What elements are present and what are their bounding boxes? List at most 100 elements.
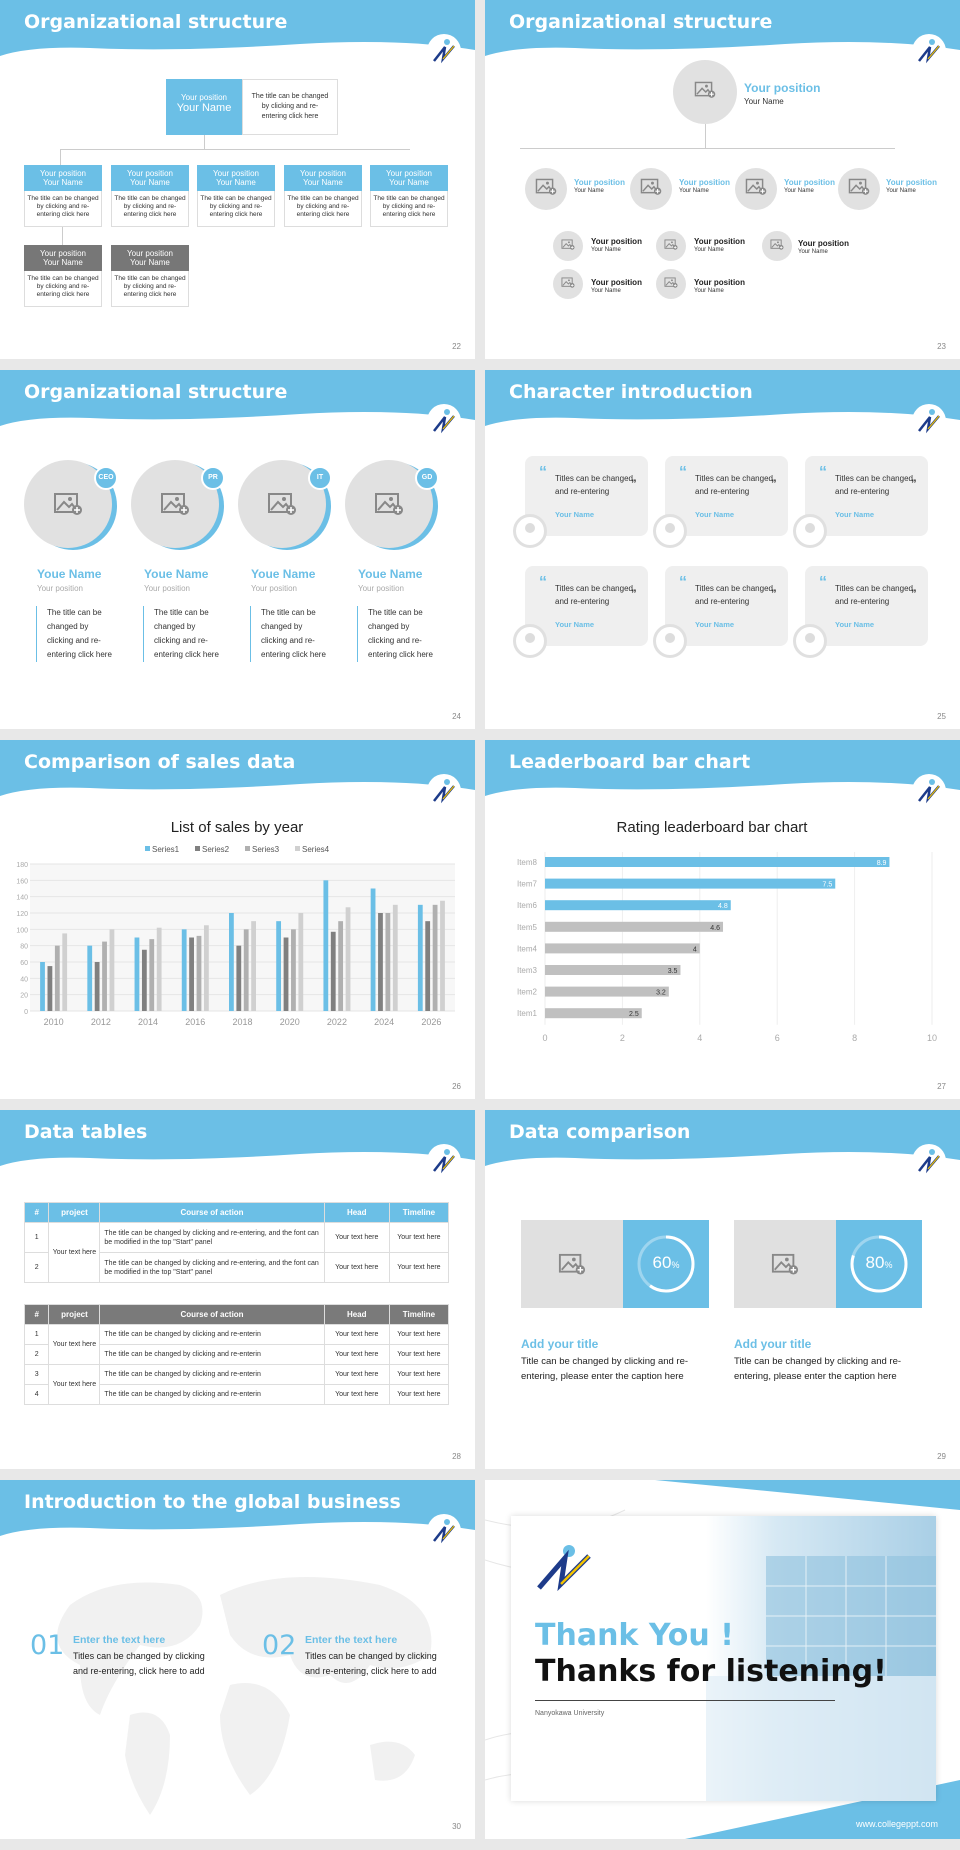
person-position: Your position — [251, 584, 297, 593]
x-tick-label: 6 — [775, 1033, 780, 1043]
x-tick-label: 2020 — [280, 1017, 300, 1027]
org-box-name: Your Name — [43, 258, 83, 267]
quote-text: Titles can be changed and re-entering — [555, 474, 633, 496]
slide-header — [0, 0, 475, 60]
org-box-position: Your position — [40, 249, 86, 258]
slide-header — [485, 1110, 960, 1170]
x-tick-label: 10 — [927, 1033, 937, 1043]
project-cell: Your text here — [48, 1324, 101, 1365]
picture-icon — [664, 275, 678, 293]
picture-icon — [561, 239, 575, 250]
top-position-desc: The title can be changed by clicking and… — [242, 79, 338, 135]
person-name: Youe Name — [37, 567, 102, 581]
page-number: 22 — [452, 342, 461, 351]
page-number: 30 — [452, 1822, 461, 1831]
y-tick-label: 160 — [16, 878, 28, 885]
x-tick-label: 4 — [697, 1033, 702, 1043]
slide-23[interactable]: Organizational structure Your position Yo… — [485, 0, 960, 359]
y-tick-label: Item2 — [517, 988, 538, 997]
picture-icon — [745, 178, 767, 195]
org-box-gray: Your position Your Name The title can be c… — [111, 245, 189, 307]
head-cell: Your text here — [323, 1384, 390, 1405]
percent-value: 80% — [836, 1253, 922, 1273]
slide-25[interactable]: Character introduction “ Titles can be ch… — [485, 370, 960, 729]
connector — [62, 227, 63, 245]
slide-27[interactable]: Leaderboard bar chart Rating leaderboard… — [485, 740, 960, 1099]
picture-icon — [664, 277, 678, 288]
org-box-gray: Your position Your Name The title can be c… — [24, 245, 102, 307]
org-box-header: Your position Your Name — [370, 165, 448, 191]
point-title: Enter the text here — [73, 1634, 166, 1646]
sales-bar-chart: List of sales by year Series1 Series2 Serie… — [16, 819, 455, 1027]
position-label: Your position — [574, 178, 625, 187]
column-header: # — [23, 1304, 50, 1325]
legend-label: Series1 — [152, 845, 180, 854]
bar — [545, 900, 731, 911]
quote-text: Titles can be changed and re-entering — [835, 474, 913, 496]
point-number: 02 — [262, 1630, 297, 1661]
header-wave — [0, 0, 475, 56]
slide-26[interactable]: Comparison of sales data List of sales b… — [0, 740, 475, 1099]
picture-icon — [535, 178, 557, 201]
x-tick-label: 2010 — [44, 1017, 64, 1027]
open-quote-icon: “ — [539, 574, 547, 591]
slide-29[interactable]: Data comparison 60% Add your title Title c… — [485, 1110, 960, 1469]
point-title: Enter the text here — [305, 1634, 398, 1646]
plot-area — [30, 864, 455, 1011]
image-placeholder-icon — [630, 168, 672, 210]
slide-header — [485, 0, 960, 60]
name-label: Your Name — [784, 188, 814, 194]
picture-icon — [745, 178, 767, 201]
name-label: Your Name — [886, 188, 916, 194]
project-cell: Your text here — [48, 1222, 101, 1283]
org-box-desc: The title can be changed by clicking and… — [284, 191, 362, 227]
column-header: Timeline — [388, 1202, 450, 1223]
image-placeholder-icon — [525, 168, 567, 210]
bar — [109, 929, 115, 1011]
org-box-desc: The title can be changed by clicking and… — [111, 191, 189, 227]
slide-31[interactable]: Thank You ! Thanks for listening! Nanyok… — [485, 1480, 960, 1839]
action-cell: The title can be changed by clicking and… — [99, 1344, 325, 1365]
y-tick-label: 80 — [20, 944, 28, 951]
row-number: 3 — [23, 1364, 50, 1385]
open-quote-icon: “ — [539, 464, 547, 481]
slide-22[interactable]: Organizational structure Your position Y… — [0, 0, 475, 359]
progress-ring — [850, 1235, 908, 1293]
slide-header — [485, 740, 960, 800]
quote-card: “ Titles can be changed and re-entering” Y… — [665, 566, 788, 646]
person-desc: The title can be changed by clicking and… — [250, 606, 328, 662]
name-label: Your Name — [694, 247, 724, 253]
slide-24[interactable]: Organizational structure CEO Youe Name You… — [0, 370, 475, 729]
logo-icon — [912, 404, 946, 438]
picture-icon — [375, 493, 403, 515]
bar — [545, 986, 669, 997]
picture-icon — [664, 239, 678, 250]
quote-author: Your Name — [695, 620, 735, 629]
slide-header — [0, 1480, 475, 1540]
org-box: Your position Your Name The title can be c… — [24, 165, 102, 227]
role-badge: IT — [308, 466, 332, 490]
data-table-blue: # project Course of action Head Timeline 1 You… — [23, 1202, 450, 1283]
slide-30[interactable]: Introduction to the global business 01 En… — [0, 1480, 475, 1839]
column-header: Course of action — [99, 1304, 325, 1325]
org-box-desc: The title can be changed by clicking and… — [24, 191, 102, 227]
data-label: 3.2 — [656, 990, 666, 997]
head-cell: Your text here — [323, 1324, 390, 1345]
bar — [330, 931, 336, 1011]
table-header-row: # project Course of action Head Timeline — [23, 1202, 450, 1223]
point-desc: Titles can be changed by clicking and re… — [305, 1651, 437, 1676]
position-item: Your position Your Name — [679, 178, 730, 196]
y-tick-label: 60 — [20, 960, 28, 967]
bar — [545, 943, 700, 954]
name-label: Your Name — [591, 288, 621, 294]
website-url: www.collegeppt.com — [855, 1819, 938, 1829]
bar — [196, 935, 202, 1011]
org-box: Your position Your Name The title can be c… — [370, 165, 448, 227]
picture-icon — [561, 237, 575, 255]
slide-28[interactable]: Data tables # project Course of action Head… — [0, 1110, 475, 1469]
timeline-cell: Your text here — [388, 1384, 450, 1405]
percent-value: 60% — [623, 1253, 709, 1273]
person-name: Youe Name — [358, 567, 423, 581]
open-quote-icon: “ — [819, 464, 827, 481]
header-wave — [485, 0, 960, 56]
